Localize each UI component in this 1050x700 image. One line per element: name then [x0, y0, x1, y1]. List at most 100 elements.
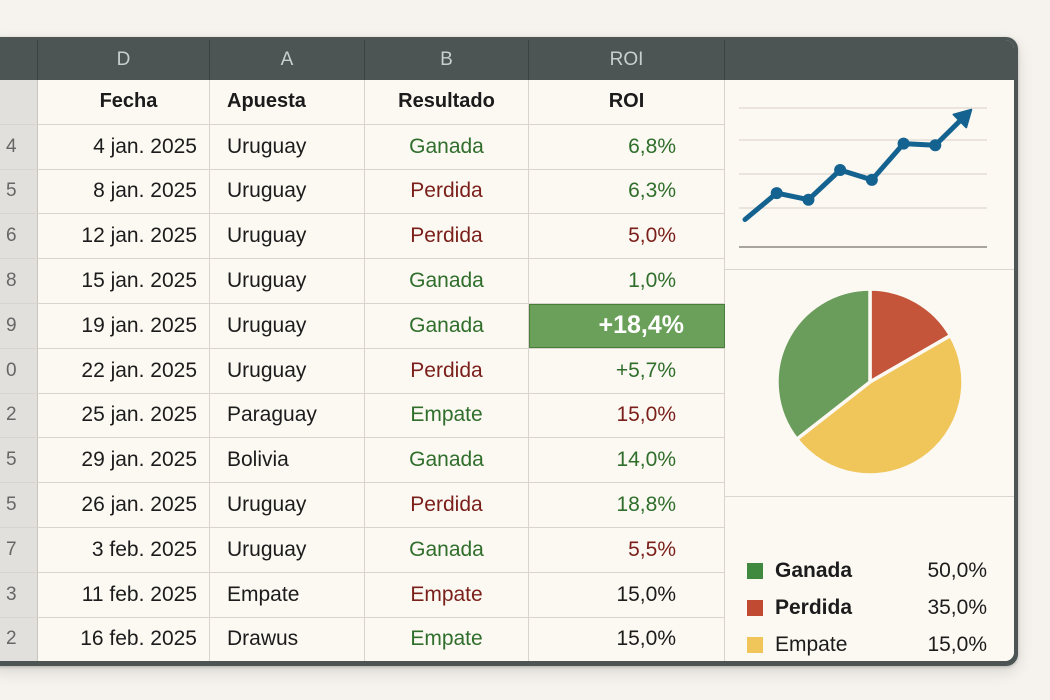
- legend-label: Perdida: [775, 595, 853, 619]
- column-header-roi[interactable]: ROI: [529, 40, 725, 80]
- cell-apuesta[interactable]: Uruguay: [210, 214, 365, 259]
- cell-resultado[interactable]: Empate: [365, 393, 529, 438]
- cell-roi[interactable]: 1,0%: [529, 259, 725, 303]
- cell-resultado[interactable]: Empate: [365, 617, 529, 661]
- cell-apuesta[interactable]: Bolivia: [210, 438, 365, 483]
- cell-apuesta[interactable]: Uruguay: [210, 348, 365, 393]
- cell-fecha[interactable]: 16 feb. 2025: [38, 617, 210, 661]
- cell-resultado[interactable]: Ganada: [365, 303, 529, 348]
- legend-label: Empate: [775, 632, 848, 656]
- roi-line-chart[interactable]: [725, 80, 1005, 260]
- cell-fecha[interactable]: 22 jan. 2025: [38, 348, 210, 393]
- cell-fecha[interactable]: 4 jan. 2025: [38, 124, 210, 169]
- cell-apuesta[interactable]: Uruguay: [210, 124, 365, 169]
- table-row: 8 15 jan. 2025 Uruguay Ganada 1,0%: [0, 259, 725, 304]
- row-number[interactable]: 7: [0, 527, 38, 572]
- header-apuesta[interactable]: Apuesta: [210, 80, 365, 124]
- table-row: 9 19 jan. 2025 Uruguay Ganada +18,4%: [0, 303, 725, 349]
- cell-apuesta[interactable]: Uruguay: [210, 483, 365, 527]
- legend-item: Ganada 50,0%: [747, 552, 987, 589]
- cell-apuesta[interactable]: Paraguay: [210, 393, 365, 438]
- header-fecha[interactable]: Fecha: [38, 80, 210, 124]
- table-row: 0 22 jan. 2025 Uruguay Perdida +5,7%: [0, 348, 725, 394]
- cell-roi[interactable]: +5,7%: [529, 348, 725, 393]
- cell-resultado[interactable]: Perdida: [365, 483, 529, 527]
- cell-roi[interactable]: 18,8%: [529, 483, 725, 527]
- cell-fecha[interactable]: 3 feb. 2025: [38, 527, 210, 572]
- row-number[interactable]: 5: [0, 169, 38, 214]
- cell-resultado[interactable]: Perdida: [365, 169, 529, 214]
- cell-apuesta[interactable]: Uruguay: [210, 259, 365, 303]
- panel-divider: [725, 269, 1014, 270]
- cell-roi[interactable]: 15,0%: [529, 572, 725, 617]
- row-number[interactable]: 9: [0, 303, 38, 348]
- legend-swatch-icon: [747, 562, 763, 579]
- pie-slice-ganada[interactable]: [775, 287, 872, 442]
- select-all-corner[interactable]: [0, 40, 38, 80]
- column-header-b[interactable]: B: [365, 40, 529, 80]
- cell-fecha[interactable]: 15 jan. 2025: [38, 259, 210, 303]
- pie-slice-empate[interactable]: [794, 333, 965, 477]
- cell-resultado[interactable]: Ganada: [365, 527, 529, 572]
- row-number[interactable]: 2: [0, 617, 38, 661]
- cell-resultado[interactable]: Ganada: [365, 438, 529, 483]
- cell-fecha[interactable]: 8 jan. 2025: [38, 169, 210, 214]
- row-number[interactable]: 3: [0, 572, 38, 617]
- cell-apuesta[interactable]: Uruguay: [210, 527, 365, 572]
- cell-roi[interactable]: 5,5%: [529, 527, 725, 572]
- cell-roi[interactable]: 5,0%: [529, 214, 725, 259]
- column-header-a[interactable]: A: [210, 40, 365, 80]
- cell-fecha[interactable]: 11 feb. 2025: [38, 572, 210, 617]
- row-header[interactable]: [0, 80, 38, 124]
- cell-roi[interactable]: 15,0%: [529, 393, 725, 438]
- cell-roi[interactable]: 6,3%: [529, 169, 725, 214]
- cell-fecha[interactable]: 25 jan. 2025: [38, 393, 210, 438]
- legend-value: 50,0%: [927, 558, 987, 582]
- table-row: 6 12 jan. 2025 Uruguay Perdida 5,0%: [0, 214, 725, 260]
- row-number[interactable]: 5: [0, 483, 38, 527]
- cell-roi[interactable]: 14,0%: [529, 438, 725, 483]
- cell-apuesta[interactable]: Drawus: [210, 617, 365, 661]
- cell-resultado[interactable]: Ganada: [365, 124, 529, 169]
- cell-fecha[interactable]: 12 jan. 2025: [38, 214, 210, 259]
- table-row: 5 29 jan. 2025 Bolivia Ganada 14,0%: [0, 438, 725, 484]
- row-number[interactable]: 4: [0, 124, 38, 169]
- cell-fecha[interactable]: 19 jan. 2025: [38, 303, 210, 348]
- table-header-row: Fecha Apuesta Resultado ROI: [0, 80, 725, 125]
- cell-fecha[interactable]: 29 jan. 2025: [38, 438, 210, 483]
- results-pie-chart[interactable]: [725, 270, 1005, 500]
- cell-roi[interactable]: 15,0%: [529, 617, 725, 661]
- row-number[interactable]: 6: [0, 214, 38, 259]
- table-row: 2 16 feb. 2025 Drawus Empate 15,0%: [0, 617, 725, 661]
- header-roi[interactable]: ROI: [529, 80, 725, 124]
- cell-resultado[interactable]: Empate: [365, 572, 529, 617]
- header-resultado[interactable]: Resultado: [365, 80, 529, 124]
- pie-slice-perdida[interactable]: [868, 287, 953, 384]
- column-header-d[interactable]: D: [38, 40, 210, 80]
- row-number[interactable]: 5: [0, 438, 38, 483]
- cell-resultado[interactable]: Ganada: [365, 259, 529, 303]
- cell-resultado[interactable]: Perdida: [365, 348, 529, 393]
- legend-swatch-icon: [747, 636, 763, 653]
- row-number[interactable]: 0: [0, 348, 38, 393]
- column-header-bar: D A B ROI: [0, 40, 1014, 80]
- cell-apuesta[interactable]: Uruguay: [210, 303, 365, 348]
- cell-apuesta[interactable]: Empate: [210, 572, 365, 617]
- cell-roi-selected[interactable]: +18,4%: [529, 303, 725, 348]
- cell-apuesta[interactable]: Uruguay: [210, 169, 365, 214]
- legend-swatch-icon: [747, 599, 763, 616]
- cell-resultado[interactable]: Perdida: [365, 214, 529, 259]
- legend-item: Empate 15,0%: [747, 626, 987, 661]
- column-header-chart-area[interactable]: [725, 40, 1014, 80]
- chart-panel: Ganada 50,0% Perdida 35,0% Empate 15,0%: [725, 80, 1014, 661]
- row-number[interactable]: 2: [0, 393, 38, 438]
- panel-divider: [725, 496, 1014, 497]
- cell-roi[interactable]: 6,8%: [529, 124, 725, 169]
- row-number[interactable]: 8: [0, 259, 38, 303]
- cell-fecha[interactable]: 26 jan. 2025: [38, 483, 210, 527]
- legend-item: Perdida 35,0%: [747, 589, 987, 626]
